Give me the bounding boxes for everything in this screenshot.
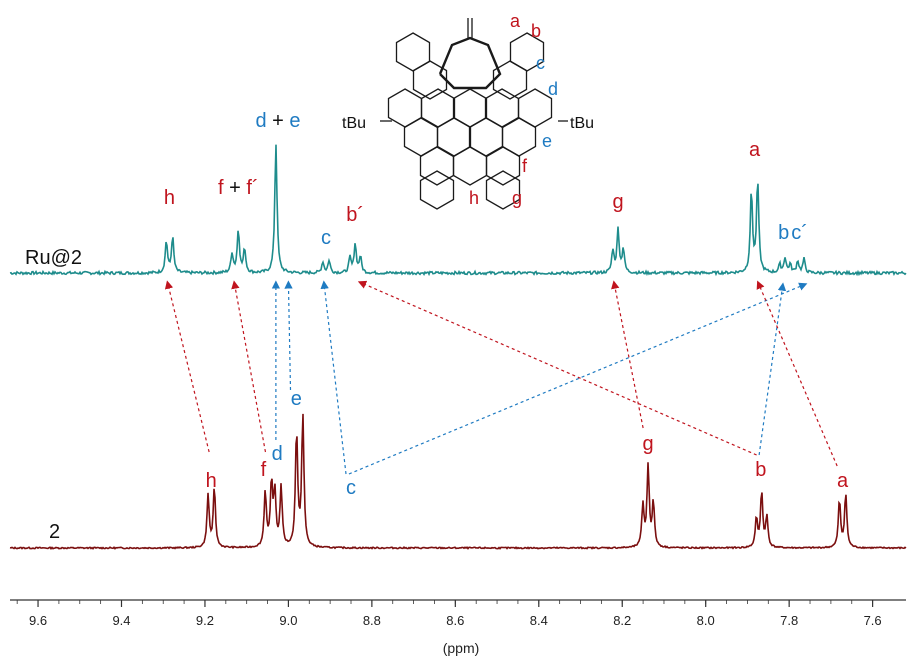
peak-label: b (755, 459, 766, 481)
position-e: e (542, 131, 552, 151)
trace-label-free: 2 (49, 521, 60, 543)
heptagon-ring (438, 36, 502, 90)
x-tick-label: 7.6 (864, 613, 882, 628)
peak-label: f + f´ (218, 177, 259, 199)
trace-label-ru: Ru@2 (25, 247, 82, 269)
x-axis-ticks: 9.6 9.4 9.2 9.0 8.8 8.6 8.4 8.2 8.0 7.8 7.6 (16, 600, 882, 628)
peak-label: d + e (255, 110, 300, 132)
peak-label: c (346, 477, 356, 499)
peak-label: b´ (346, 204, 364, 226)
x-tick-label: 8.0 (697, 613, 715, 628)
assignment-arrow (758, 282, 787, 456)
position-c: c (536, 53, 545, 73)
x-axis-label: (ppm) (443, 640, 480, 656)
assignment-arrow (357, 280, 757, 456)
assignment-arrow (756, 280, 838, 467)
position-b: b (531, 21, 541, 41)
ring (419, 170, 455, 210)
peak-label: f (261, 459, 267, 481)
assignment-arrow (284, 280, 293, 391)
ring (395, 32, 431, 72)
peak-label: c´ (791, 222, 808, 244)
ring (412, 60, 448, 100)
peak-label: h (206, 470, 217, 492)
molecule-structure: tBu tBu a b c d e f g h (342, 11, 594, 210)
x-tick-label: 9.6 (29, 613, 47, 628)
x-tick-label: 7.8 (780, 613, 798, 628)
peak-label: c (321, 227, 331, 249)
tbu-right-label: tBu (570, 115, 594, 132)
position-d: d (548, 79, 558, 99)
x-tick-label: 8.6 (446, 613, 464, 628)
molecule-bonds (387, 32, 553, 210)
spectrum-trace-ru (9, 144, 907, 277)
peak-label: a (749, 139, 761, 161)
ring (485, 146, 521, 186)
assignment-arrows (164, 280, 838, 475)
peak-label: h (164, 187, 175, 209)
peak-label: g (613, 191, 624, 213)
peak-label: d (272, 443, 283, 465)
x-tick-label: 8.8 (363, 613, 381, 628)
ring (485, 170, 521, 210)
peak-label: g (643, 433, 654, 455)
peak-label: a (837, 470, 849, 492)
peak-label: b (778, 222, 789, 244)
position-g: g (512, 188, 522, 208)
ring (492, 60, 528, 100)
assignment-arrow (348, 282, 808, 475)
x-tick-label: 9.2 (196, 613, 214, 628)
assignment-arrow (320, 280, 347, 475)
assignment-arrow (611, 280, 644, 429)
x-tick-label: 8.2 (613, 613, 631, 628)
spectrum-trace-free (9, 413, 907, 550)
position-a: a (510, 11, 521, 31)
x-tick-label: 8.4 (530, 613, 548, 628)
position-f: f (522, 156, 528, 176)
assignment-arrow (231, 280, 267, 453)
assignment-arrow (164, 280, 210, 453)
tbu-left-label: tBu (342, 115, 366, 132)
x-tick-label: 9.4 (112, 613, 130, 628)
position-h: h (469, 188, 479, 208)
x-tick-label: 9.0 (279, 613, 297, 628)
peak-label: e (291, 388, 302, 410)
